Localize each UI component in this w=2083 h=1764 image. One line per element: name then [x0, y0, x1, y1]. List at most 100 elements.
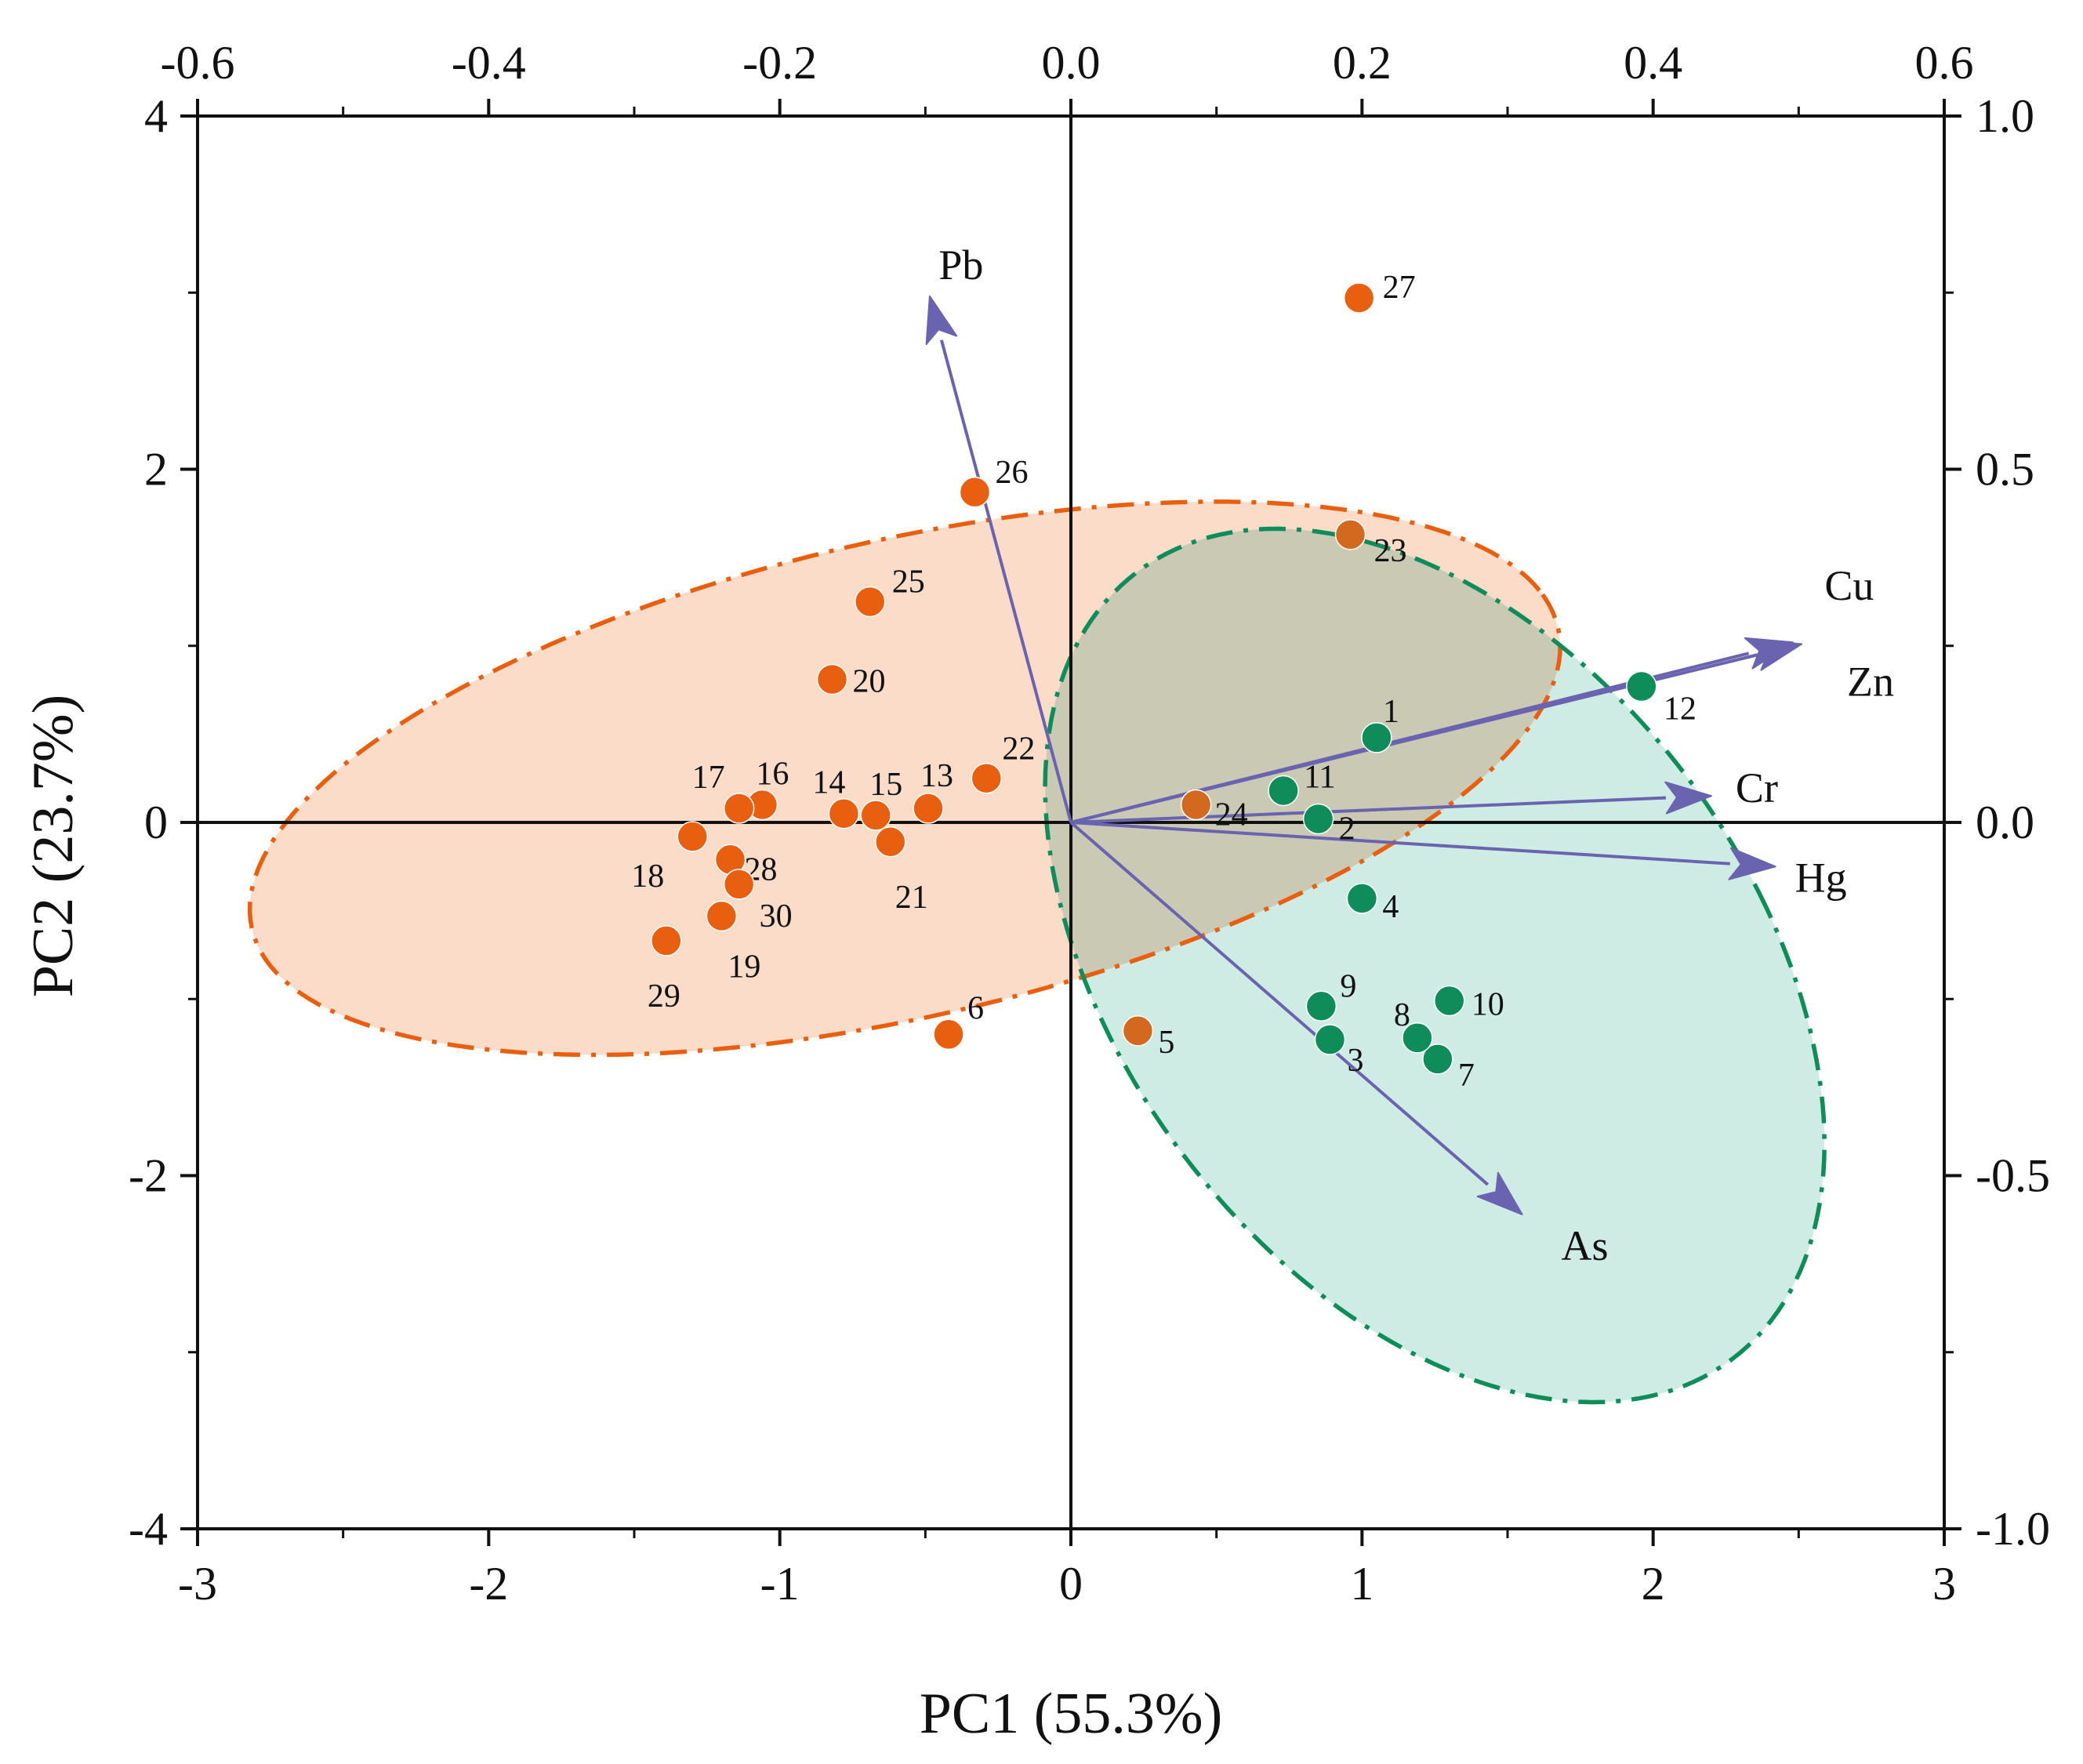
- sample-label-30: 30: [760, 898, 793, 935]
- vector-label-as: As: [1562, 1222, 1609, 1269]
- sample-label-18: 18: [631, 858, 664, 895]
- sample-point-1: [1361, 722, 1392, 753]
- ellipse-outline-green: [1043, 526, 1827, 1405]
- vector-line-hg: [1070, 821, 1730, 866]
- sample-label-8: 8: [1394, 997, 1410, 1033]
- sample-label-12: 12: [1664, 691, 1697, 728]
- right-tick-label: 0.0: [1976, 797, 2034, 848]
- x-axis-title: PC1 (55.3%): [920, 1682, 1222, 1746]
- sample-label-6: 6: [967, 990, 984, 1026]
- y-tick-label: 4: [144, 90, 168, 142]
- vector-arrowhead-cr: [1664, 781, 1712, 815]
- sample-label-14: 14: [812, 765, 845, 801]
- vector-line-as: [1069, 821, 1490, 1186]
- sample-point-23: [1334, 519, 1366, 550]
- sample-point-5: [1122, 1015, 1154, 1047]
- sample-point-8: [1402, 1022, 1433, 1054]
- sample-point-20: [816, 663, 848, 695]
- top-tick-label: -0.2: [742, 37, 817, 89]
- x-tick-label: 2: [1642, 1558, 1665, 1610]
- sample-label-10: 10: [1472, 987, 1504, 1023]
- sample-point-15: [860, 800, 891, 831]
- sample-point-7: [1422, 1044, 1453, 1075]
- vector-arrowhead-as: [1476, 1171, 1523, 1216]
- sample-point-11: [1268, 775, 1299, 807]
- vector-label-zn: Zn: [1847, 658, 1894, 705]
- sample-point-14: [828, 797, 860, 829]
- top-tick-label: -0.4: [452, 37, 526, 89]
- sample-label-16: 16: [756, 756, 789, 792]
- sample-point-6: [933, 1018, 964, 1051]
- sample-label-15: 15: [869, 767, 902, 803]
- sample-label-29: 29: [648, 978, 680, 1014]
- right-tick-label: 0.5: [1976, 444, 2034, 495]
- sample-label-22: 22: [1002, 731, 1035, 768]
- top-tick-label: 0.0: [1042, 37, 1101, 89]
- sample-label-7: 7: [1458, 1058, 1475, 1094]
- sample-point-21: [875, 826, 906, 858]
- vector-arrowhead-pb: [925, 295, 958, 345]
- sample-label-11: 11: [1304, 759, 1335, 795]
- sample-point-18: [677, 821, 709, 852]
- top-tick-label: 0.6: [1915, 37, 1974, 89]
- x-tick-label: 0: [1059, 1558, 1083, 1610]
- sample-point-30: [723, 869, 755, 900]
- sample-label-2: 2: [1339, 811, 1355, 847]
- sample-point-24: [1180, 789, 1212, 821]
- y-tick-label: 0: [144, 797, 168, 848]
- sample-label-26: 26: [995, 455, 1028, 491]
- x-tick-label: -3: [178, 1558, 217, 1610]
- sample-point-3: [1314, 1024, 1346, 1055]
- sample-point-2: [1302, 803, 1334, 835]
- ellipse-fill-green: [1045, 528, 1825, 1403]
- sample-point-19: [706, 900, 738, 932]
- sample-label-9: 9: [1340, 968, 1356, 1004]
- sample-point-17: [723, 793, 755, 824]
- vector-label-cr: Cr: [1736, 764, 1778, 811]
- sample-point-12: [1626, 670, 1657, 702]
- x-tick-label: -1: [760, 1558, 800, 1610]
- vector-arrowhead-hg: [1728, 847, 1776, 880]
- top-tick-label: 0.2: [1333, 37, 1392, 89]
- x-tick-label: -2: [469, 1558, 508, 1610]
- sample-label-21: 21: [895, 880, 928, 916]
- sample-label-3: 3: [1347, 1043, 1363, 1079]
- vector-line-pb: [940, 339, 1072, 823]
- y-tick-label: 2: [144, 444, 168, 495]
- right-tick-label: -0.5: [1976, 1150, 2050, 1202]
- top-tick-label: -0.6: [161, 37, 235, 89]
- top-tick-label: 0.4: [1624, 37, 1682, 89]
- right-tick-label: -1.0: [1976, 1503, 2050, 1555]
- sample-point-4: [1346, 883, 1378, 914]
- sample-point-25: [855, 586, 886, 618]
- sample-point-10: [1433, 985, 1465, 1017]
- sample-label-23: 23: [1374, 533, 1406, 569]
- sample-label-20: 20: [853, 664, 886, 700]
- loading-vectors: Pb Cu Zn Cr Hg As: [925, 241, 1894, 1269]
- sample-point-29: [651, 925, 682, 956]
- sample-label-19: 19: [728, 949, 760, 985]
- sample-label-5: 5: [1158, 1025, 1174, 1061]
- vector-label-pb: Pb: [938, 241, 983, 289]
- confidence-ellipses: [247, 499, 1827, 1405]
- sample-label-4: 4: [1382, 889, 1399, 925]
- y-tick-label: -4: [129, 1503, 168, 1555]
- ellipse-outline-orange: [247, 499, 1562, 1058]
- y-axis-title: PC2 (23.7%): [21, 695, 85, 997]
- sample-label-13: 13: [920, 758, 953, 794]
- sample-point-26: [959, 477, 991, 508]
- sample-point-13: [913, 793, 944, 824]
- sample-point-22: [971, 762, 1003, 794]
- vector-arrowhead-zn: [1752, 638, 1803, 671]
- sample-label-17: 17: [692, 760, 725, 796]
- sample-label-24: 24: [1215, 797, 1248, 833]
- sample-point-27: [1343, 282, 1375, 314]
- vector-label-hg: Hg: [1795, 854, 1847, 901]
- right-tick-label: 1.0: [1976, 90, 2034, 142]
- sample-point-9: [1305, 990, 1337, 1022]
- sample-label-27: 27: [1383, 270, 1416, 306]
- vector-line-cr: [1070, 796, 1667, 824]
